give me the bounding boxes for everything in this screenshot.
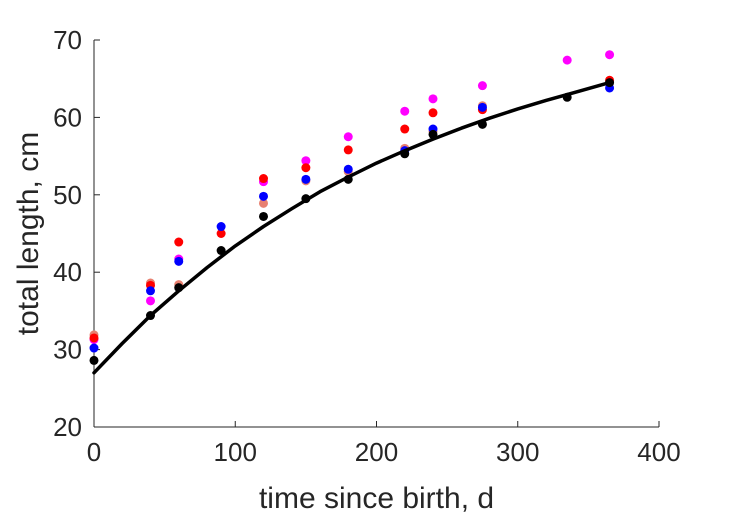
y-tick-label: 20 [53, 412, 82, 442]
x-axis-title: time since birth, d [259, 482, 494, 515]
data-point [428, 94, 438, 104]
y-tick-label: 30 [53, 335, 82, 365]
data-point [259, 191, 268, 201]
data-point [343, 164, 353, 174]
y-axis-title: total length, cm [12, 132, 45, 335]
plot-axes [93, 40, 659, 428]
data-point [146, 286, 155, 296]
data-point [216, 246, 226, 256]
fitted-curve [92, 80, 612, 375]
data-point [428, 108, 438, 118]
axis-ticks: 0 100 200 300 400 20 30 40 50 60 70 [53, 25, 681, 467]
data-point [477, 81, 487, 91]
data-point [343, 145, 353, 155]
data-point [605, 50, 615, 60]
data-series-4 [89, 83, 615, 353]
data-point [259, 174, 268, 184]
data-point [216, 222, 226, 232]
data-point [400, 124, 410, 134]
data-point [259, 211, 268, 221]
x-tick-label: 100 [214, 437, 257, 467]
data-point [301, 163, 311, 173]
data-point [89, 333, 99, 343]
data-point [477, 102, 487, 112]
data-point [562, 55, 572, 65]
data-point [400, 106, 410, 116]
x-tick-label: 400 [637, 437, 680, 467]
x-tick-label: 300 [496, 437, 539, 467]
data-point [216, 229, 226, 238]
x-tick-label: 200 [355, 437, 398, 467]
data-point [343, 132, 353, 142]
y-tick-label: 50 [53, 180, 82, 210]
data-point [259, 198, 268, 208]
y-tick-label: 60 [53, 102, 82, 132]
data-point [301, 174, 311, 184]
y-tick-label: 70 [53, 25, 82, 55]
data-point [89, 355, 99, 365]
data-point [301, 156, 311, 166]
data-series-5 [89, 78, 615, 365]
data-point [89, 343, 99, 353]
fitted-curve-group [92, 80, 612, 375]
data-point [174, 237, 184, 247]
x-tick-label: 0 [87, 437, 101, 467]
y-tick-label: 40 [53, 257, 82, 287]
data-point [146, 296, 155, 306]
data-point [174, 256, 184, 266]
data-points [89, 50, 615, 365]
data-series-3 [89, 75, 615, 343]
